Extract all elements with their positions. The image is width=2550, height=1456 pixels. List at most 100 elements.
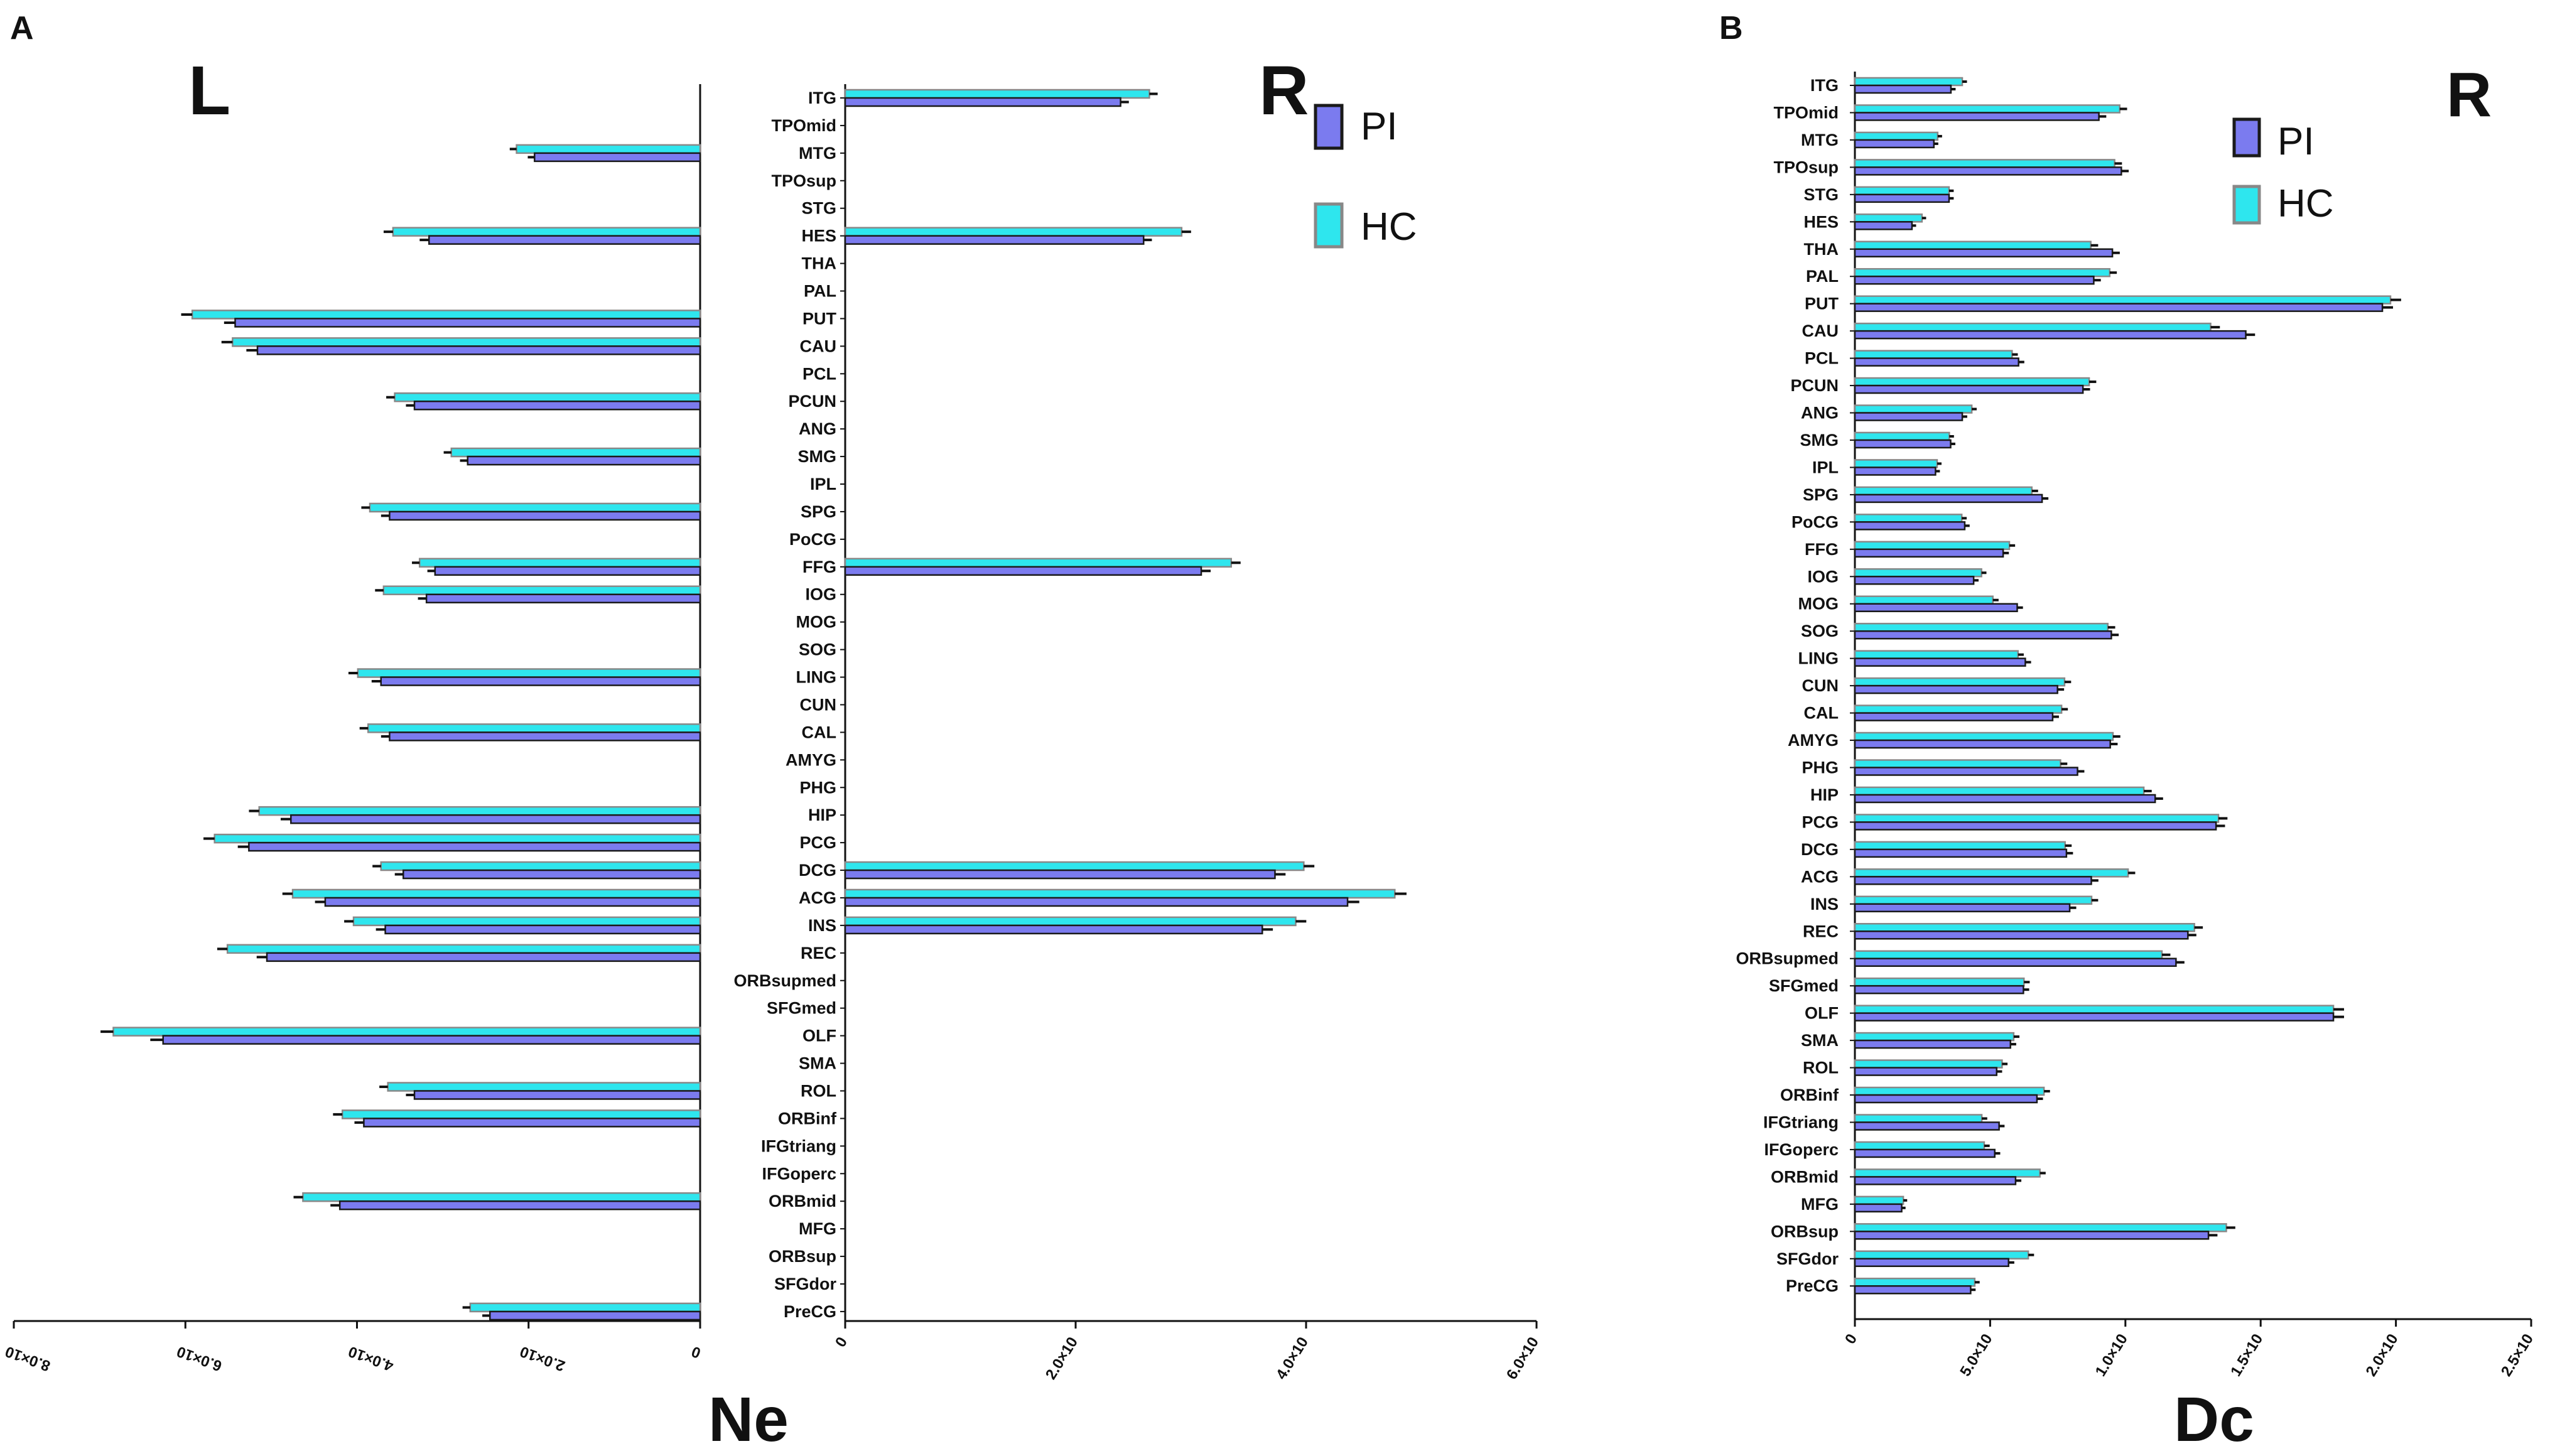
dc_right-category-label: ORBinf [1780, 1086, 1839, 1104]
dc_right-bar-hc-ANG [1854, 404, 1973, 414]
ne_right-category-label: SMA [799, 1054, 836, 1073]
ne_left-bar-hc-PCUN [394, 392, 701, 402]
dc_right-bar-pi-ORBsup [1854, 1231, 2210, 1240]
dc_right-bar-hc-SMA [1854, 1032, 2015, 1042]
dc_right-bar-hc-DCG [1854, 841, 2066, 851]
ne_left-bar-hc-DCG [380, 861, 701, 871]
panel-a-letter: A [10, 10, 34, 46]
legend-b-hc-label: HC [2277, 182, 2334, 225]
ne_left-bar-pi-IOG [425, 593, 701, 603]
dc_right-category-label: ORBmid [1771, 1167, 1839, 1186]
ne_left-bar-hc-MTG [516, 144, 701, 154]
dc_right-category-label: ACG [1801, 867, 1839, 886]
ne_right-category-label: ANG [799, 419, 836, 438]
dc_right-bar-hc-INS [1854, 895, 2093, 905]
ne_right-bar-hc-ITG [844, 89, 1150, 99]
dc_right-bar-pi-MOG [1854, 603, 2018, 612]
dc_right-x-tick-label: 2.5×10 [2498, 1331, 2537, 1379]
ne_left-bar-pi-PUT [234, 318, 701, 328]
ne_right-category-label: SPG [801, 502, 836, 521]
dc_right-bar-hc-ITG [1854, 77, 1964, 87]
dc_right-bar-hc-SMG [1854, 431, 1950, 441]
dc_right-bar-hc-MOG [1854, 595, 1994, 605]
ne_right-bar-pi-INS [844, 924, 1263, 935]
ne_left-bar-hc-SMG [450, 447, 701, 458]
ne_left-bar-hc-REC [226, 944, 701, 954]
dc_right-bar-hc-PreCG [1854, 1277, 1976, 1287]
dc_right-bar-hc-PCL [1854, 350, 2013, 359]
dc_right-bar-pi-PreCG [1854, 1285, 1972, 1295]
dc_right-bar-hc-IFGoperc [1854, 1141, 1985, 1151]
dc_right-category-label: TPOsup [1773, 158, 1839, 176]
ne_left-bar-hc-IOG [382, 585, 701, 595]
ne_right-category-label: PCL [802, 364, 836, 383]
ne_right-category-label: ACG [799, 888, 836, 907]
ne_right-bar-pi-HES [844, 235, 1145, 245]
dc_right-bar-hc-CAU [1854, 322, 2212, 332]
dc_right-bar-pi-PUT [1854, 303, 2384, 312]
ne_left-bar-pi-PCUN [413, 400, 701, 411]
dc_right-category-label: PreCG [1786, 1276, 1839, 1295]
dc_right-x-tick-label: 1.5×10 [2227, 1331, 2266, 1379]
panel-a-right-side-label: R [1259, 52, 1309, 129]
dc_right-bar-hc-ORBsupmed [1854, 950, 2163, 959]
ne_right-category-label: PCUN [788, 392, 836, 411]
ne_right-category-label: PUT [802, 309, 837, 328]
legend-b-pi-label: PI [2277, 120, 2315, 163]
ne_right-category-label: TPOsup [771, 171, 836, 190]
dc_right-bar-pi-LING [1854, 657, 2026, 667]
legend-b-hc-swatch [2232, 185, 2261, 225]
panel-b-right-side-label: R [2446, 60, 2492, 130]
ne_right-x-tick-label: 2.0×10 [1042, 1334, 1081, 1383]
dc_right-category-label: HIP [1810, 785, 1839, 804]
dc_right-bar-pi-DCG [1854, 848, 2068, 858]
ne_right-category-label: INS [808, 916, 836, 935]
ne_left-bar-pi-PreCG [489, 1310, 701, 1321]
dc_right-category-label: DCG [1801, 840, 1839, 859]
ne_right-category-label: HIP [808, 806, 836, 824]
dc_right-bar-pi-PCUN [1854, 384, 2084, 394]
dc_right-category-label: PHG [1802, 758, 1839, 777]
ne_right-category-label: AMYG [786, 750, 836, 769]
ne_right-category-label: SFGdor [774, 1275, 836, 1293]
dc_right-category-label: PUT [1805, 294, 1839, 313]
ne_right-category-label: DCG [799, 861, 836, 880]
dc_right-category-label: TPOmid [1773, 103, 1839, 122]
ne_left-bar-hc-ORBmid [302, 1192, 701, 1202]
dc_right-bar-pi-INS [1854, 903, 2071, 913]
dc_right-bar-hc-ORBmid [1854, 1168, 2041, 1178]
dc_right-bar-hc-OLF [1854, 1005, 2335, 1014]
dc_right-category-label: PAL [1806, 267, 1839, 286]
ne_left-bar-hc-SPG [369, 502, 701, 513]
dc_right-bar-hc-CAL [1854, 704, 2063, 714]
dc_right-bar-hc-PAL [1854, 267, 2111, 278]
dc_right-bar-hc-TPOsup [1854, 159, 2115, 168]
ne_right-category-label: IOG [805, 585, 836, 604]
ne_right-category-label: PreCG [784, 1302, 836, 1321]
dc_right-category-label: THA [1804, 240, 1839, 259]
ne_right-category-label: MFG [799, 1219, 836, 1238]
ne_left-bar-pi-SMG [467, 455, 701, 466]
dc_right-bar-hc-MTG [1854, 131, 1939, 141]
dc_right-bar-hc-LING [1854, 650, 2019, 659]
legend-b-pi-swatch [2232, 117, 2261, 158]
dc_right-category-label: IOG [1807, 567, 1839, 586]
dc_right-category-label: REC [1803, 922, 1839, 941]
dc_right-bar-hc-PoCG [1854, 514, 1963, 523]
ne_left-bar-hc-LING [357, 668, 701, 678]
chart-ne_right: 0 2.0×10 4.0×10 6.0×10 ITG TPOmid MTG TPOsup STG… [733, 84, 1542, 1383]
dc_right-bar-pi-IFGtriang [1854, 1121, 2000, 1131]
dc_right-bar-pi-SOG [1854, 630, 2112, 640]
panel-a-left-side-label: L [188, 52, 230, 129]
ne_left-x-tick-label: 0 [689, 1342, 703, 1361]
dc_right-bar-pi-PCL [1854, 357, 2019, 367]
dc_right-category-label: ROL [1803, 1059, 1839, 1077]
ne_left-bar-pi-OLF [162, 1035, 701, 1045]
dc_right-bar-pi-TPOmid [1854, 112, 2100, 121]
dc_right-category-label: ITG [1810, 76, 1839, 95]
dc_right-category-label: FFG [1805, 540, 1839, 559]
ne_right-category-label: SMG [797, 447, 836, 466]
dc_right-bar-hc-ORBinf [1854, 1086, 2045, 1096]
ne_left-bar-hc-PreCG [469, 1302, 701, 1313]
ne_right-category-label: PCG [799, 833, 836, 852]
